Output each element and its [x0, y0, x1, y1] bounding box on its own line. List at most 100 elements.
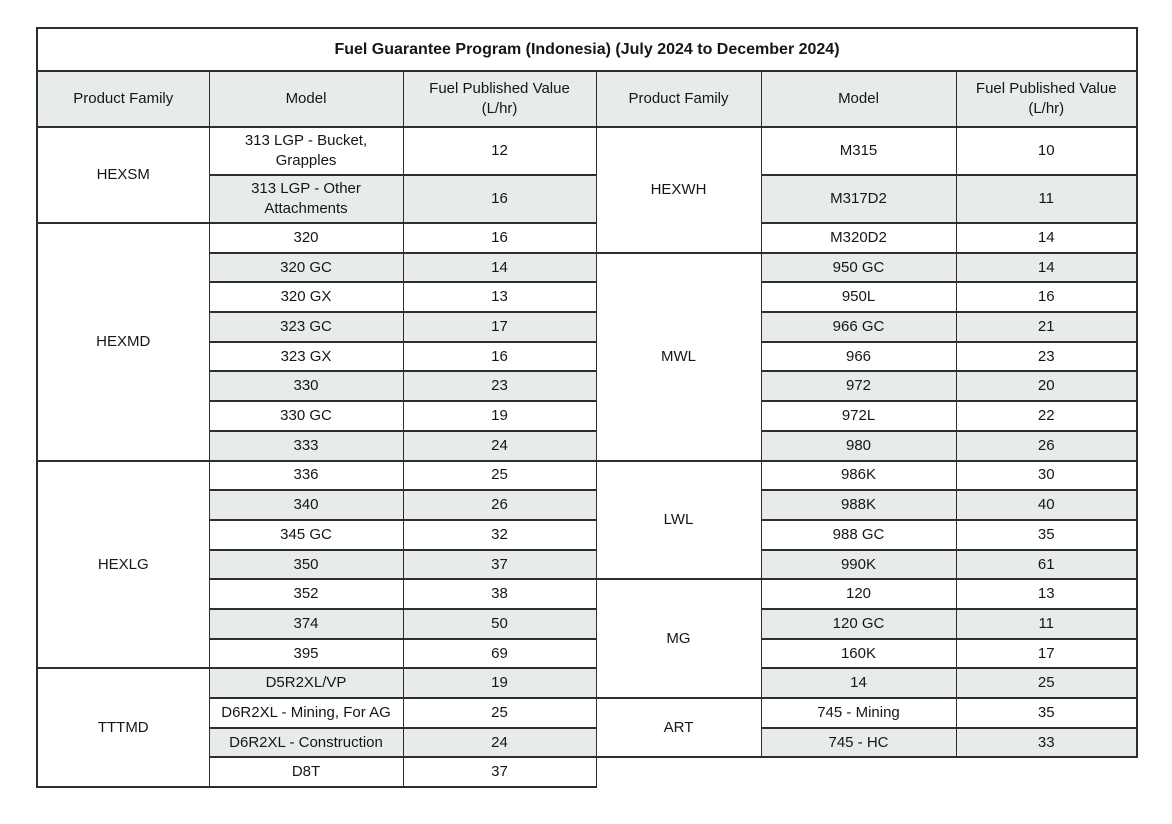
table-row: 320 GX 13 950L 16: [37, 281, 1138, 314]
header-model-right: Model: [760, 70, 957, 128]
table-row: HEXMD 320 16 M320D2 14: [36, 222, 1138, 462]
header-fuel-value-right: Fuel Published Value (L/hr): [955, 70, 1138, 128]
fuel-value-cell: 19: [402, 667, 597, 699]
fuel-value-cell: 23: [955, 340, 1138, 373]
table-row: D6R2XL - Mining, For AG 25 ART 745 - Mining…: [37, 696, 1138, 759]
fuel-value-cell: 25: [955, 667, 1138, 699]
product-family-cell: LWL: [595, 459, 762, 581]
fuel-value-cell: 11: [955, 607, 1138, 640]
fuel-value-cell: 69: [402, 637, 597, 670]
model-cell: 950 GC: [760, 251, 957, 284]
product-family-cell: HEXSM: [36, 126, 210, 224]
table-body: HEXSM 313 LGP - Bucket, Grapples 12 HEXWH M3…: [36, 126, 1138, 789]
table-row: TTTMD D5R2XL/VP 19 14 25: [36, 667, 1138, 789]
model-cell: 120: [760, 578, 957, 610]
table-row: 333 24 980 26: [37, 429, 1138, 462]
model-cell: D8T: [208, 756, 404, 789]
table-row: 395 69 160K 17: [37, 637, 1138, 670]
model-cell: 160K: [760, 637, 957, 670]
model-cell: 988 GC: [760, 518, 957, 551]
table-row: D8T 37: [37, 756, 1137, 789]
table-row: D6R2XL - Construction 24 745 - HC 33: [37, 726, 1138, 759]
product-family-cell: HEXMD: [36, 222, 210, 462]
fuel-value-cell: 25: [402, 697, 597, 729]
fuel-value-cell: 33: [955, 726, 1138, 759]
fuel-guarantee-table: Fuel Guarantee Program (Indonesia) (July…: [36, 27, 1138, 789]
header-product-family-right: Product Family: [595, 70, 762, 128]
model-cell: 972: [760, 370, 957, 403]
fuel-value-cell: 14: [402, 251, 597, 284]
table-header-row: Product Family Model Fuel Published Valu…: [36, 70, 1138, 128]
fuel-value-cell: 16: [955, 281, 1138, 314]
header-fuel-value-left: Fuel Published Value (L/hr): [402, 70, 597, 128]
fuel-value-cell: 24: [402, 429, 597, 462]
model-cell: 950L: [760, 281, 957, 314]
fuel-value-cell: 23: [402, 370, 597, 403]
model-cell: 350: [208, 548, 404, 581]
table-row: 330 23 972 20: [37, 370, 1138, 403]
table-row: 374 50 120 GC 11: [37, 607, 1138, 640]
model-cell: 14: [760, 667, 957, 699]
product-family-cell: HEXLG: [36, 459, 210, 670]
fuel-value-cell: 50: [402, 607, 597, 640]
table-row: 330 GC 19 972L 22: [37, 400, 1138, 432]
fuel-value-cell: 14: [955, 251, 1138, 284]
product-family-cell: ART: [595, 696, 762, 759]
fuel-value-cell: 16: [402, 340, 597, 373]
header-product-family-left: Product Family: [36, 70, 210, 128]
fuel-value-cell: 13: [402, 281, 597, 314]
fuel-value-cell: 13: [955, 578, 1138, 610]
product-family-cell: HEXWH: [595, 126, 762, 254]
model-cell: 966: [760, 340, 957, 373]
model-cell: 333: [208, 429, 404, 462]
fuel-value-cell: 21: [955, 311, 1138, 343]
fuel-value-cell: 35: [955, 697, 1138, 729]
fuel-value-cell: 37: [402, 756, 597, 789]
fuel-value-cell: 10: [955, 126, 1138, 176]
model-cell: 330 GC: [208, 400, 404, 432]
model-cell: 336: [208, 459, 404, 492]
model-cell: 990K: [760, 548, 957, 581]
table-row: 350 37 990K 61: [37, 548, 1138, 581]
fuel-value-cell: 22: [955, 400, 1138, 432]
model-cell: 980: [760, 429, 957, 462]
table-row: 345 GC 32 988 GC 35: [37, 518, 1138, 551]
table-row: 313 LGP - Other Attachments 16 M317D2 11: [37, 174, 1138, 224]
header-model-left: Model: [208, 70, 404, 128]
fuel-value-cell: 37: [402, 548, 597, 581]
model-cell: D6R2XL - Construction: [208, 726, 404, 759]
model-cell: D5R2XL/VP: [208, 667, 404, 699]
model-cell: 745 - HC: [760, 726, 957, 759]
model-cell: M320D2: [760, 222, 957, 254]
model-cell: 313 LGP - Other Attachments: [208, 174, 404, 224]
empty-region: [596, 757, 1137, 788]
model-cell: 320 GC: [208, 251, 404, 284]
model-cell: 374: [208, 607, 404, 640]
model-cell: 972L: [760, 400, 957, 432]
fuel-value-cell: 17: [402, 311, 597, 343]
fuel-value-cell: 30: [955, 459, 1138, 492]
table-title-row: Fuel Guarantee Program (Indonesia) (July…: [36, 27, 1138, 72]
model-cell: 313 LGP - Bucket, Grapples: [208, 126, 404, 176]
fuel-value-cell: 17: [955, 637, 1138, 670]
fuel-value-cell: 24: [402, 726, 597, 759]
fuel-value-cell: 32: [402, 518, 597, 551]
model-cell: 320: [208, 222, 404, 254]
table-row: 323 GX 16 966 23: [37, 340, 1138, 373]
product-family-cell: TTTMD: [36, 667, 210, 789]
fuel-value-cell: 25: [402, 459, 597, 492]
model-cell: 745 - Mining: [760, 697, 957, 729]
model-cell: 352: [208, 578, 404, 610]
model-cell: M315: [760, 126, 957, 176]
product-family-cell: MG: [595, 578, 762, 699]
fuel-value-cell: 14: [955, 222, 1138, 254]
model-cell: 323 GX: [208, 340, 404, 373]
model-cell: D6R2XL - Mining, For AG: [208, 697, 404, 729]
table-row: 320 GC 14 MWL 950 GC 14: [37, 251, 1138, 462]
fuel-value-cell: 20: [955, 370, 1138, 403]
model-cell: 345 GC: [208, 518, 404, 551]
table-row: 323 GC 17 966 GC 21: [37, 311, 1138, 343]
table-row: 340 26 988K 40: [37, 489, 1138, 521]
fuel-value-cell: 40: [955, 489, 1138, 521]
